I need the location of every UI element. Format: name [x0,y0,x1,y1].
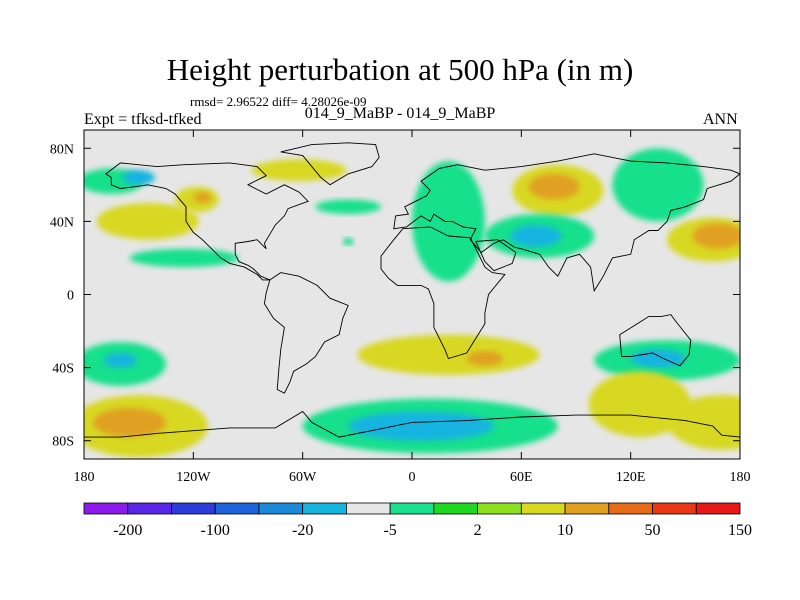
y-tick-label-0: 80N [50,142,74,157]
experiment-label: Expt = tfksd-tfked [84,111,202,128]
colorbar-swatch-7 [389,502,435,515]
x-tick-label-5: 120E [616,470,646,485]
coastline-greenland [280,142,380,186]
anomaly-11 [528,173,580,200]
coastline-antarctica [84,410,740,459]
colorbar-swatch-6 [345,502,391,515]
colorbar-swatch-14 [695,502,741,515]
colorbar-label-0: -200 [113,522,142,539]
colorbar-swatch-1 [127,502,172,515]
colorbar-swatch-8 [433,502,479,515]
colorbar-swatch-3 [214,502,260,515]
x-tick-label-3: 0 [409,470,416,485]
anomaly-6 [251,159,347,182]
y-tick-label-3: 40S [52,362,74,377]
axis-layer: 180 120W 60W 0 60E 120E 180 80N 40N 0 40S 80S [50,130,751,485]
coastline-australia [619,314,692,367]
colorbar-swatch-2 [171,502,216,515]
colorbar-swatch-0 [83,502,129,515]
x-tick-label-2: 60W [289,470,317,485]
anomaly-5 [129,248,239,268]
anomaly-16 [692,223,740,249]
colorbar-label-4: 2 [474,522,482,539]
anomaly-7 [315,199,382,215]
anomaly-2 [96,203,199,240]
colorbar-label-3: -5 [383,522,396,539]
anomaly-14 [612,148,704,222]
colorbar-swatch-12 [608,502,653,515]
anomaly-27 [588,371,691,437]
anomaly-20 [93,407,166,438]
anomaly-21 [357,334,540,375]
colorbar-label-2: -20 [292,522,313,539]
chart-title: Height perturbation at 500 hPa (in m) [166,52,634,87]
y-tick-label-1: 40N [50,215,74,230]
anomaly-28 [667,395,740,450]
coastline-arabia [475,239,517,272]
anomaly-18 [104,353,137,368]
x-tick-label-0: 180 [74,470,95,485]
season-label: ANN [703,111,738,128]
x-tick-label-1: 120W [176,470,211,485]
anomaly-22 [466,351,504,366]
coastline-south-america [263,272,349,394]
colorbar-swatch-11 [564,502,610,515]
anomaly-13 [510,225,562,247]
anomaly-24 [348,411,494,441]
colorbar-swatch-9 [477,502,522,515]
coastline-north-america [105,162,309,281]
colorbar-swatch-4 [258,502,304,515]
colorbar: -200 -100 -20 -5 2 10 50 150 [83,502,752,539]
x-tick-label-4: 60E [510,470,533,485]
y-tick-label-4: 80S [52,435,74,450]
colorbar-label-5: 10 [557,522,573,539]
colorbar-swatch-10 [520,502,566,515]
stats-label: rmsd= 2.96522 diff= 4.28026e-09 [190,94,367,109]
anomaly-8 [342,237,354,246]
anomaly-1 [122,170,156,185]
colorbar-label-6: 50 [645,522,661,539]
case-label: 014_9_MaBP - 014_9_MaBP [304,105,496,122]
colorbar-label-1: -100 [201,522,230,539]
coastline-africa [380,226,506,360]
anomaly-4 [193,192,212,204]
colorbar-swatch-13 [652,502,697,515]
colorbar-swatch-5 [302,502,347,515]
field-layer [84,148,740,458]
coastline-eurasia [393,153,740,293]
coastline-layer [84,142,740,459]
colorbar-label-7: 150 [728,522,752,539]
x-tick-label-6: 180 [730,470,751,485]
y-tick-label-2: 0 [67,289,74,304]
